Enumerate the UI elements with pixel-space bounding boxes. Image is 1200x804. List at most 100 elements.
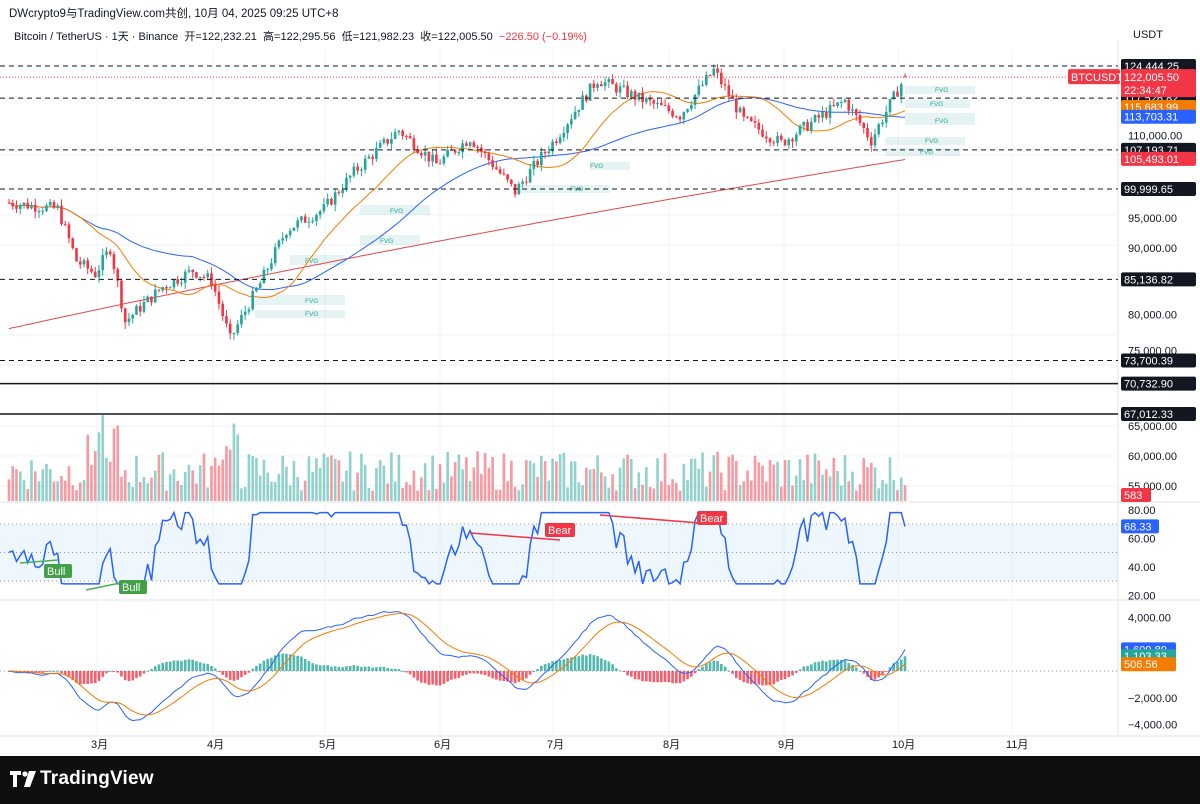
candle-body	[719, 72, 723, 85]
ma-value-tag-bg	[1121, 109, 1196, 124]
chart-caption: DWcrypto9与TradingView.com共创, 10月 04, 202…	[9, 8, 339, 20]
candle-body	[618, 86, 622, 93]
macd-histogram-bar	[663, 671, 667, 682]
candle-body	[78, 261, 82, 265]
candle-body	[596, 84, 599, 88]
volume-bar	[641, 484, 644, 501]
volume-bar	[382, 465, 386, 501]
candle-body	[202, 276, 206, 278]
macd-histogram-bar	[596, 656, 599, 671]
volume-bar	[480, 473, 483, 501]
candle-body	[442, 156, 446, 164]
candle-body	[622, 85, 626, 87]
candle-body	[536, 160, 539, 166]
candle-body	[476, 147, 479, 149]
macd-axis-tick: −4,000.00	[1128, 720, 1177, 732]
fvg-zone	[905, 86, 975, 94]
volume-bar	[540, 455, 543, 501]
volume-bar	[757, 462, 761, 501]
volume-bar	[472, 467, 476, 501]
volume-bar	[656, 458, 659, 501]
candle-body	[899, 84, 903, 97]
volume-bar	[131, 486, 135, 501]
volume-bar	[22, 479, 26, 501]
candle-body	[75, 248, 78, 262]
volume-bar	[701, 452, 704, 501]
volume-bar	[809, 483, 813, 501]
candle-body	[498, 169, 502, 174]
candle-body	[753, 121, 757, 123]
ma-200-line	[8, 159, 906, 330]
candle-body	[517, 183, 521, 195]
volume-bar	[555, 461, 558, 501]
volume-bar	[225, 446, 228, 501]
macd-histogram-bar	[322, 665, 326, 671]
level-price-tag: 70,732.90	[1124, 379, 1173, 391]
candle-body	[667, 105, 671, 111]
macd-histogram-bar	[123, 671, 127, 681]
candle-body	[873, 134, 877, 146]
chart-canvas[interactable]: FVGFVGFVGFVGFVGFVGFVGFVGFVGFVGFVGFVG124,…	[0, 0, 1200, 756]
fvg-zone	[590, 162, 630, 170]
candle-body	[866, 128, 869, 138]
close-label: 收=	[420, 31, 438, 43]
candle-body	[708, 74, 712, 76]
macd-histogram-bar	[611, 664, 614, 671]
macd-histogram-bar	[749, 671, 753, 684]
macd-histogram-bar	[176, 660, 180, 671]
volume-bar	[75, 489, 78, 501]
volume-bar	[356, 472, 359, 501]
volume-bar	[333, 458, 337, 501]
bull-label: Bull	[122, 582, 140, 594]
macd-histogram-bar	[547, 663, 551, 671]
macd-histogram-bar	[397, 669, 401, 671]
candle-body	[251, 291, 254, 310]
macd-histogram-bar	[60, 671, 63, 674]
volume-bar	[633, 488, 637, 501]
volume-bar	[251, 456, 254, 501]
volume-bar	[255, 458, 258, 501]
candle-body	[386, 139, 389, 144]
macd-histogram-bar	[892, 663, 896, 671]
bear-divergence-line	[469, 532, 561, 541]
symbol-name[interactable]: Bitcoin / TetherUS · 1天 · Binance	[14, 31, 179, 43]
volume-bar	[660, 481, 663, 501]
macd-histogram-bar	[641, 671, 644, 682]
volume-bar	[93, 451, 97, 501]
volume-bar	[446, 451, 449, 501]
countdown-value: 22:34:47	[1124, 85, 1167, 97]
volume-bar	[453, 462, 457, 501]
candle-body	[502, 173, 506, 175]
volume-bar	[764, 481, 768, 501]
macd-histogram-bar	[480, 671, 483, 675]
volume-bar	[180, 485, 183, 501]
candle-body	[435, 154, 438, 164]
volume-bar	[172, 469, 176, 501]
close-value: 122,005.50	[437, 31, 493, 43]
candle-body	[285, 234, 288, 239]
macd-histogram-bar	[847, 663, 851, 671]
volume-bar	[727, 456, 731, 501]
volume-bar	[648, 486, 652, 501]
candle-body	[240, 314, 243, 325]
candle-body	[393, 132, 397, 139]
volume-bar	[652, 488, 656, 501]
candle-body	[483, 151, 487, 154]
volume-bar	[273, 481, 277, 501]
macd-histogram-bar	[791, 671, 794, 676]
volume-bar	[165, 490, 168, 501]
macd-histogram-bar	[341, 667, 344, 671]
candle-body	[772, 142, 776, 144]
price-axis-tick: 80,000.00	[1128, 309, 1177, 321]
macd-histogram-bar	[761, 671, 764, 686]
macd-histogram-bar	[127, 671, 131, 682]
time-axis-tick: 9月	[778, 739, 795, 751]
volume-bar	[146, 483, 150, 501]
volume-bar	[457, 454, 461, 501]
volume-bar	[311, 471, 314, 501]
volume-bar	[371, 490, 374, 501]
change-value: −226.50 (−0.19%)	[498, 31, 587, 43]
volume-bar	[412, 470, 416, 501]
macd-histogram-bar	[525, 671, 528, 679]
macd-histogram-bar	[442, 671, 446, 684]
